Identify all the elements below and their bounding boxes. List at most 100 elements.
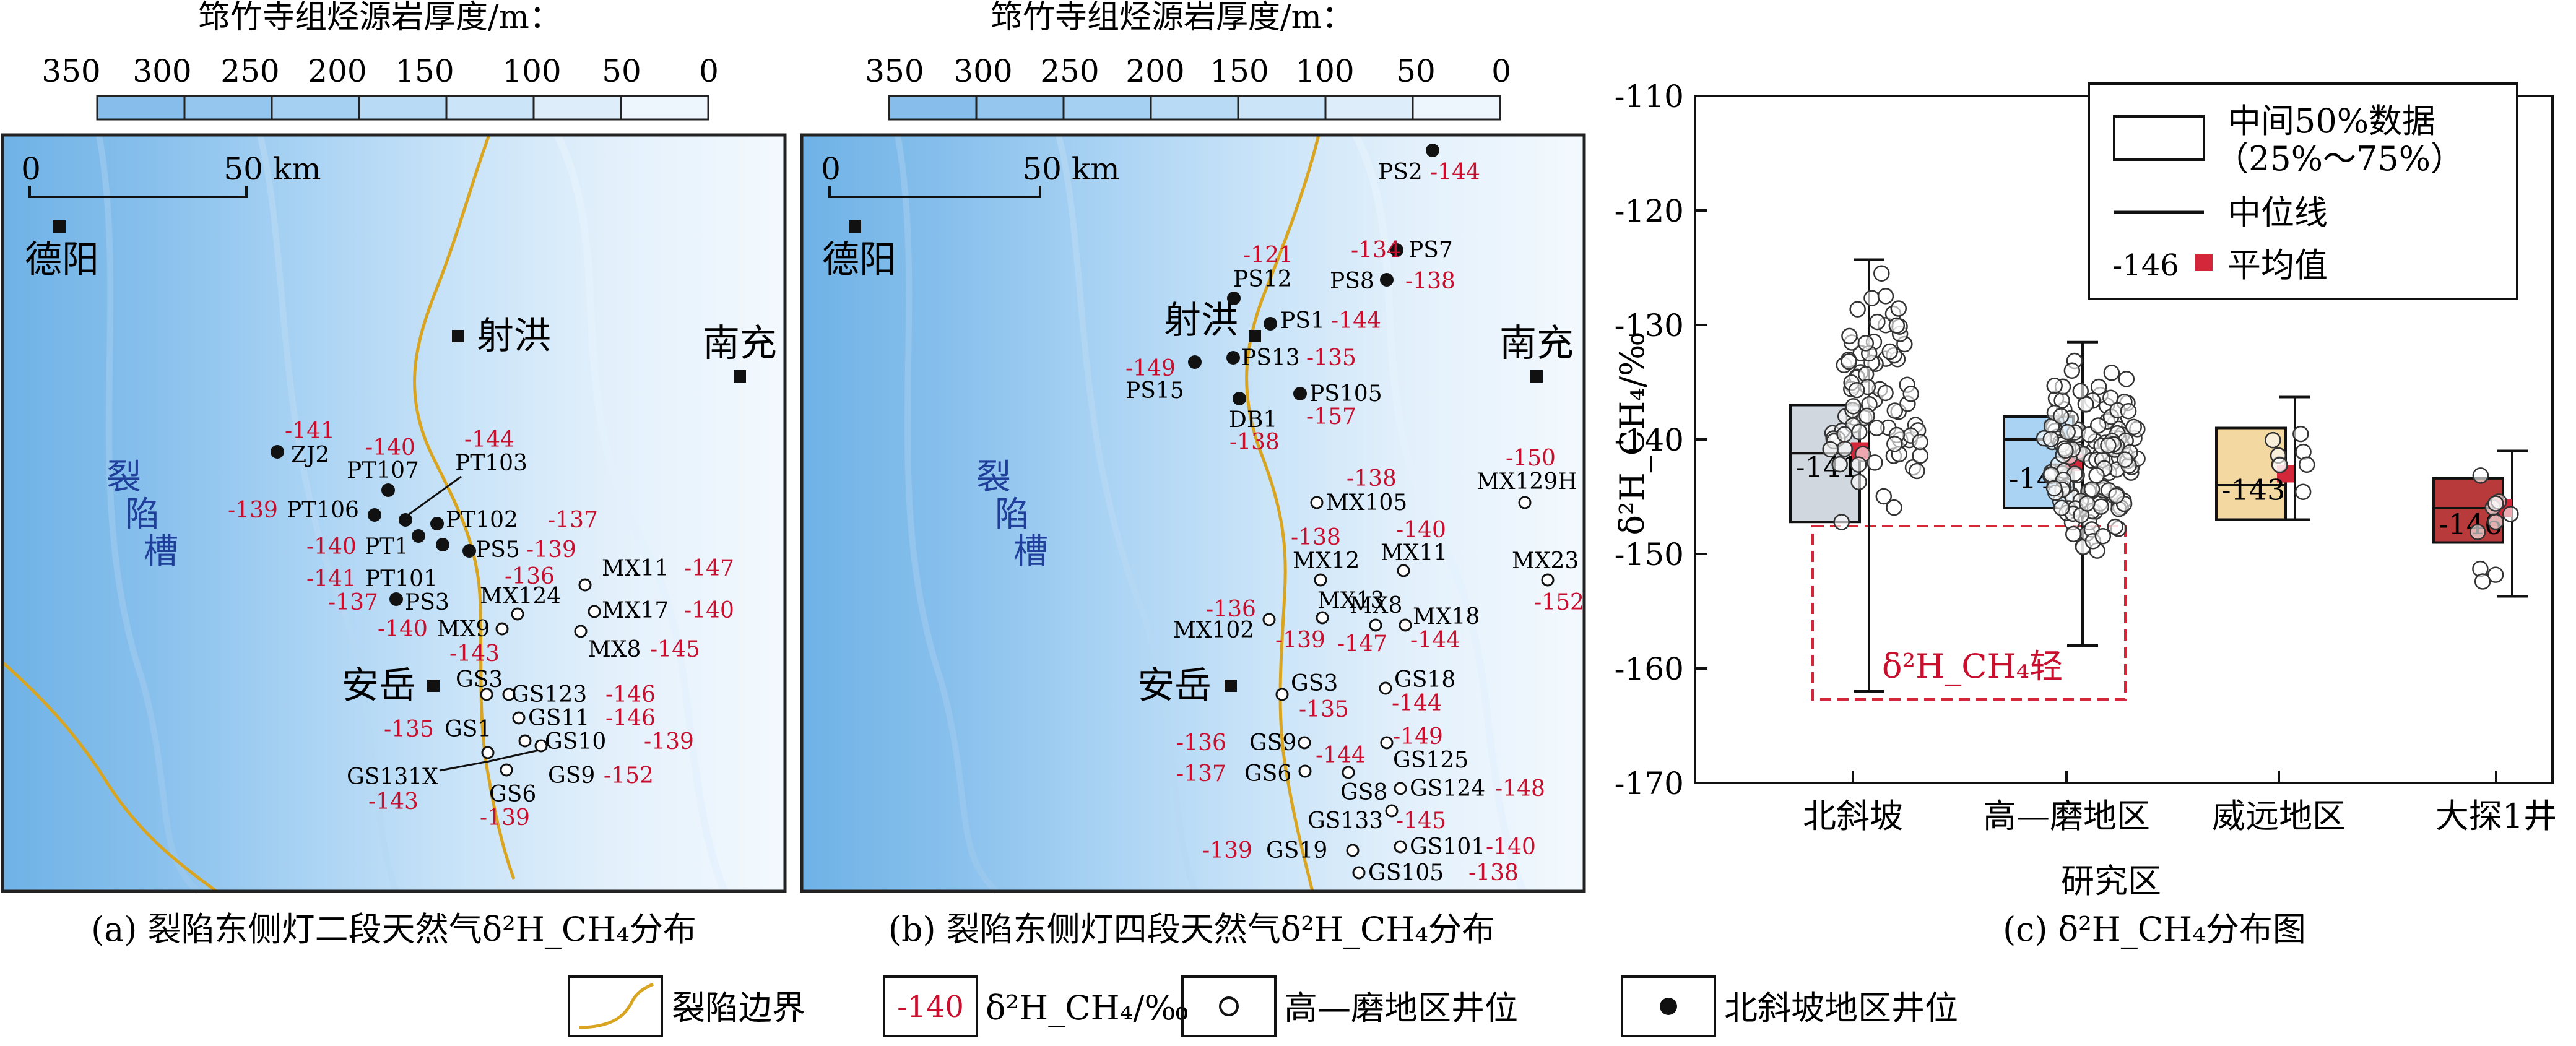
- trough-char: 陷: [125, 495, 160, 535]
- scale-swatch: [888, 95, 978, 121]
- well-label: GS105: [1368, 860, 1444, 886]
- well-value: -144: [1392, 691, 1442, 716]
- well-marker-open: [512, 711, 526, 725]
- sample-point: [1909, 462, 1925, 480]
- legend-mean-label: 平均值: [2227, 246, 2328, 285]
- legend-item-frame: [883, 975, 978, 1037]
- sample-point: [2469, 524, 2486, 540]
- sample-point: [1886, 499, 1902, 516]
- scale-swatches-b: [888, 95, 1501, 121]
- scale-title-b: 筇竹寺组烃源岩厚度/m：: [991, 0, 1354, 36]
- well-value: -141: [306, 566, 357, 592]
- well-marker-open: [1262, 613, 1276, 626]
- city-label: 德阳: [25, 238, 99, 282]
- trough-char: 裂: [976, 457, 1011, 498]
- sample-point: [2271, 457, 2288, 473]
- map-a-frame: [1, 133, 787, 893]
- well-value: -145: [1396, 808, 1446, 834]
- map-a-background: [2, 135, 785, 891]
- scale-swatch: [1237, 95, 1327, 121]
- city-marker: [452, 330, 464, 342]
- scale-swatch: [620, 95, 709, 121]
- sample-point: [1886, 402, 1904, 419]
- sample-point: [1890, 300, 1907, 317]
- well-label: GS3: [1291, 671, 1338, 696]
- sample-point: [1858, 407, 1875, 425]
- scale-swatch: [1062, 95, 1152, 121]
- scale-swatch: [445, 95, 535, 121]
- sample-point: [1850, 456, 1867, 473]
- well-label: MX23: [1512, 548, 1579, 574]
- y-tick-label: -120: [1615, 193, 1684, 229]
- cities-a: 德阳 射洪 南充 安岳: [25, 220, 777, 707]
- well-marker-filled: [381, 483, 395, 497]
- well-value: -139: [1202, 838, 1252, 863]
- map-b-contour: [1056, 134, 1198, 893]
- map-a-rift-boundary: [1, 661, 218, 893]
- legend-item-frame: [568, 975, 663, 1037]
- map-a-contour: [553, 133, 728, 893]
- map-a: 0 50 km 德阳 射洪 南充 安岳 裂 陷 槽: [1, 133, 787, 894]
- scale-tick: 200: [1125, 53, 1184, 89]
- well-label: PS5: [475, 537, 520, 563]
- y-tick-label: -170: [1615, 766, 1684, 802]
- x-tick-label: 大探1井: [2435, 797, 2557, 836]
- sample-point: [2065, 525, 2082, 543]
- well-label: DB1: [1229, 407, 1277, 433]
- well-value: -144: [1430, 160, 1480, 185]
- well-value: -146: [605, 706, 656, 731]
- sample-point: [2042, 431, 2060, 447]
- well-label: GS123: [511, 682, 587, 707]
- legend-filled-well-label: 北斜坡地区井位: [1724, 988, 1958, 1027]
- well-marker-open: [1399, 618, 1412, 632]
- well-value: -139: [228, 498, 278, 523]
- sample-point: [1836, 440, 1853, 457]
- well-marker-open: [1310, 496, 1324, 509]
- scale-tick: 150: [1210, 53, 1268, 89]
- sample-point: [2094, 527, 2112, 545]
- x-axis-label: 研究区: [2061, 862, 2161, 901]
- well-value: -152: [604, 763, 654, 789]
- scale-swatch: [1150, 95, 1239, 121]
- city-label: 射洪: [477, 314, 551, 358]
- well-marker-filled: [1293, 387, 1307, 400]
- well-label: PS1: [1280, 308, 1325, 334]
- sample-point: [2063, 362, 2081, 379]
- well-value: -140: [365, 435, 415, 460]
- well-label: MX102: [1173, 618, 1254, 643]
- trough-char: 裂: [106, 457, 141, 498]
- well-value: -149: [1393, 724, 1443, 750]
- sample-point: [2089, 417, 2107, 434]
- well-marker-filled: [1227, 292, 1241, 305]
- well-label: MX124: [480, 584, 561, 609]
- well-marker-open: [588, 605, 601, 618]
- well-marker-filled: [462, 544, 476, 558]
- well-value: -147: [684, 556, 734, 581]
- well-label: PS3: [405, 590, 449, 615]
- scale-tick: 100: [502, 53, 561, 89]
- well-value: -138: [1347, 466, 1397, 491]
- sample-point: [1869, 313, 1886, 331]
- well-label: PS7: [1408, 238, 1453, 263]
- sample-point: [1877, 384, 1894, 402]
- box-group: -146: [2432, 449, 2528, 598]
- legend-box-label: 中间50%数据: [2227, 102, 2435, 140]
- scale-tick: 50: [1396, 53, 1436, 89]
- well-marker-open: [1385, 804, 1399, 818]
- well-marker-filled: [271, 445, 284, 459]
- sample-points: [1822, 265, 2519, 590]
- well-marker-open: [518, 734, 532, 748]
- legend-box-range: （25%～75%）: [2215, 139, 2464, 178]
- scale-swatch: [1324, 95, 1414, 121]
- well-marker-open: [1369, 618, 1382, 632]
- scale-tick: 0: [1491, 53, 1511, 89]
- sample-point: [2265, 431, 2281, 449]
- well-value: -140: [1396, 517, 1446, 543]
- well-label: ZJ2: [291, 443, 329, 468]
- rift-boundary-swatch: [578, 982, 654, 1029]
- sample-point: [2090, 378, 2107, 395]
- well-marker-open: [500, 763, 513, 777]
- scale-swatch: [358, 95, 448, 121]
- well-label: GS6: [1244, 761, 1291, 787]
- sample-point: [1902, 386, 1919, 402]
